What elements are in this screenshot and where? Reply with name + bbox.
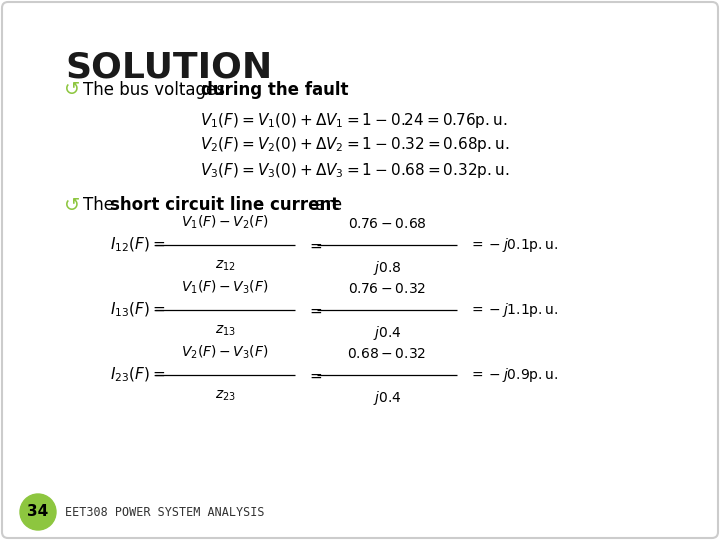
Text: $z_{12}$: $z_{12}$	[215, 259, 235, 273]
Text: $I_{13}(F)=$: $I_{13}(F)=$	[110, 301, 166, 319]
Text: $=$: $=$	[307, 238, 323, 253]
Text: The bus voltages: The bus voltages	[83, 81, 230, 99]
Text: $z_{23}$: $z_{23}$	[215, 389, 235, 403]
Text: $j0.4$: $j0.4$	[373, 324, 401, 342]
Text: $j0.4$: $j0.4$	[373, 389, 401, 407]
Text: ↺: ↺	[64, 195, 80, 214]
Text: $V_1(F)-V_3(F)$: $V_1(F)-V_3(F)$	[181, 279, 269, 296]
Text: $0.68-0.32$: $0.68-0.32$	[347, 347, 427, 361]
Text: $0.76-0.68$: $0.76-0.68$	[348, 217, 426, 231]
Text: $V_1(F)=V_1(0)+\Delta V_1 =1-0.24=0.76\mathrm{p.u.}$: $V_1(F)=V_1(0)+\Delta V_1 =1-0.24=0.76\m…	[200, 111, 508, 130]
Text: EET308 POWER SYSTEM ANALYSIS: EET308 POWER SYSTEM ANALYSIS	[65, 505, 264, 518]
Text: SOLUTION: SOLUTION	[65, 50, 272, 84]
Text: 34: 34	[27, 504, 49, 519]
Text: $= -j1.1\mathrm{p.u.}$: $= -j1.1\mathrm{p.u.}$	[469, 301, 559, 319]
Text: The: The	[83, 196, 120, 214]
Text: during the fault: during the fault	[201, 81, 348, 99]
Text: $j0.8$: $j0.8$	[373, 259, 401, 277]
Circle shape	[20, 494, 56, 530]
Text: are: are	[310, 196, 342, 214]
Text: $z_{13}$: $z_{13}$	[215, 324, 235, 339]
Text: $= -j0.9\mathrm{p.u.}$: $= -j0.9\mathrm{p.u.}$	[469, 366, 559, 384]
Text: $V_3(F)=V_3(0)+\Delta V_3 =1-0.68=0.32\mathrm{p.u.}$: $V_3(F)=V_3(0)+\Delta V_3 =1-0.68=0.32\m…	[200, 160, 509, 179]
Text: $0.76-0.32$: $0.76-0.32$	[348, 282, 426, 296]
Text: short circuit line current: short circuit line current	[110, 196, 339, 214]
Text: $V_2(F)=V_2(0)+\Delta V_2 =1-0.32=0.68\mathrm{p.u.}$: $V_2(F)=V_2(0)+\Delta V_2 =1-0.32=0.68\m…	[200, 136, 509, 154]
Text: ↺: ↺	[64, 80, 80, 99]
Text: $= -j0.1\mathrm{p.u.}$: $= -j0.1\mathrm{p.u.}$	[469, 236, 559, 254]
Text: $I_{23}(F)=$: $I_{23}(F)=$	[110, 366, 166, 384]
Text: $I_{12}(F)=$: $I_{12}(F)=$	[110, 236, 166, 254]
Text: $=$: $=$	[307, 368, 323, 382]
Text: $V_1(F)-V_2(F)$: $V_1(F)-V_2(F)$	[181, 214, 269, 231]
Text: $=$: $=$	[307, 302, 323, 318]
Text: $V_2(F)-V_3(F)$: $V_2(F)-V_3(F)$	[181, 343, 269, 361]
